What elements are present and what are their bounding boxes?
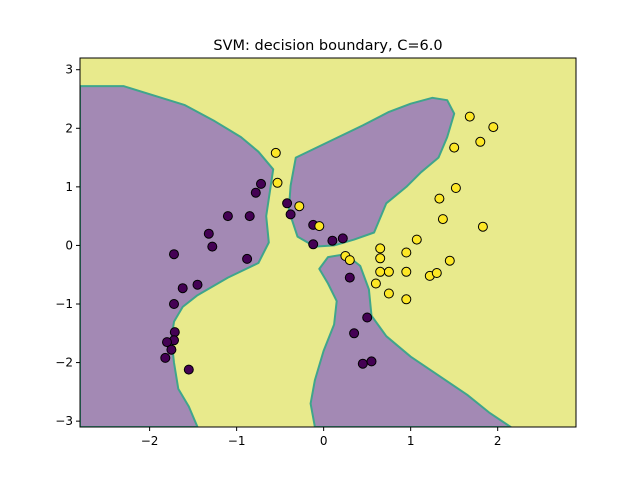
data-point-class-1 [375, 266, 386, 277]
y-tick-label: −3 [55, 414, 73, 428]
data-point-class-1 [488, 122, 499, 133]
y-tick-label: −1 [55, 297, 73, 311]
data-point-class-0 [327, 235, 338, 246]
data-point-class-0 [357, 358, 368, 369]
data-point-class-0 [183, 364, 194, 375]
data-point-class-1 [294, 201, 305, 212]
data-point-class-0 [192, 279, 203, 290]
data-point-class-0 [207, 241, 218, 252]
data-point-class-0 [177, 283, 188, 294]
y-tick-label: 3 [65, 63, 73, 77]
data-point-class-1 [383, 288, 394, 299]
y-axis: −3 −2 −1 0 1 2 3 [55, 63, 80, 428]
data-point-class-0 [242, 253, 253, 264]
data-point-class-0 [169, 299, 179, 309]
data-point-class-1 [449, 142, 460, 153]
data-point-class-0 [160, 352, 171, 363]
y-tick-label: −2 [55, 356, 73, 370]
data-point-class-1 [437, 214, 448, 225]
data-points [160, 111, 499, 375]
data-point-class-1 [401, 247, 412, 258]
x-axis: −2 −1 0 1 2 [141, 427, 502, 448]
data-point-class-1 [431, 268, 442, 278]
data-point-class-0 [362, 312, 373, 323]
x-tick-label: −2 [141, 434, 159, 448]
decision-region-1 [287, 96, 456, 248]
data-point-class-1 [270, 147, 281, 158]
data-point-class-0 [366, 356, 377, 367]
data-point-class-0 [256, 178, 266, 189]
data-point-class-1 [314, 221, 325, 232]
data-point-class-1 [444, 255, 455, 266]
y-tick-label: 0 [65, 238, 73, 252]
x-tick-label: 0 [320, 434, 328, 448]
data-point-class-1 [477, 221, 488, 232]
data-point-class-1 [434, 193, 445, 204]
y-tick-label: 2 [65, 121, 73, 135]
data-point-class-0 [222, 211, 233, 222]
data-point-class-1 [401, 266, 412, 277]
data-point-class-1 [464, 111, 475, 122]
axes-frame [79, 57, 577, 428]
chart-title: SVM: decision boundary, C=6.0 [213, 38, 442, 54]
data-point-class-0 [285, 209, 296, 220]
x-tick-label: −1 [228, 434, 246, 448]
data-point-class-1 [383, 266, 394, 277]
x-tick-label: 2 [494, 434, 502, 448]
data-point-class-0 [162, 337, 172, 348]
data-point-class-0 [337, 233, 348, 244]
data-point-class-0 [244, 211, 255, 222]
data-point-class-1 [401, 294, 412, 305]
data-point-class-1 [411, 234, 422, 245]
data-point-class-0 [169, 327, 180, 338]
data-point-class-1 [344, 255, 355, 266]
data-point-class-1 [375, 243, 386, 254]
data-point-class-0 [308, 239, 319, 250]
data-point-class-0 [166, 344, 177, 355]
data-point-class-0 [203, 228, 214, 239]
x-tick-label: 1 [407, 434, 415, 448]
data-point-class-0 [344, 272, 355, 283]
plot-area [80, 58, 576, 427]
data-point-class-0 [282, 198, 293, 209]
data-point-class-1 [272, 177, 283, 188]
y-tick-label: 1 [65, 180, 73, 194]
data-point-class-1 [475, 136, 486, 147]
data-point-class-1 [375, 253, 386, 264]
data-point-class-0 [349, 328, 360, 339]
data-point-class-0 [250, 187, 261, 198]
data-point-class-1 [450, 183, 461, 193]
data-point-class-1 [370, 278, 381, 289]
data-point-class-0 [169, 249, 179, 260]
